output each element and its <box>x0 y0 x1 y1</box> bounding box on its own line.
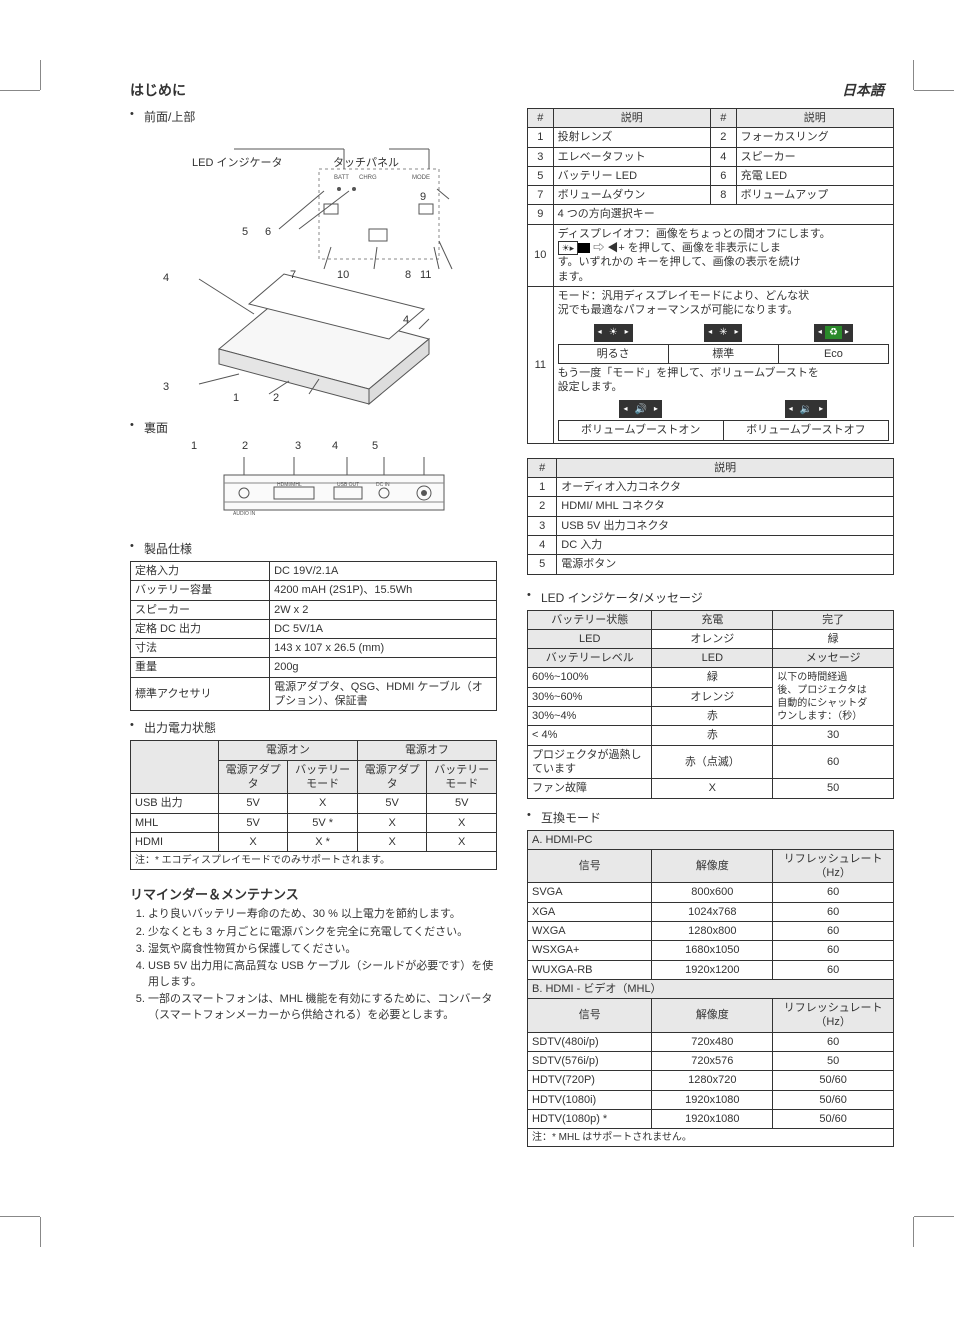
list-item: 少なくとも 3 ヶ月ごとに電源バンクを完全に充電してください。 <box>148 925 497 940</box>
table-row: 定格入力 <box>131 562 270 581</box>
table-row: 定格 DC 出力 <box>131 619 270 638</box>
power-table: 電源オン 電源オフ 電源アダプタ バッテリーモード 電源アダプタ バッテリーモー… <box>130 740 497 870</box>
crop-mark-icon <box>0 1187 60 1247</box>
table-row: 5 <box>528 555 557 574</box>
table-row: 4 <box>528 535 557 554</box>
back-ports-table: # 説明 1オーディオ入力コネクタ2HDMI/ MHL コネクタ3USB 5V … <box>527 458 894 575</box>
spec-table: 定格入力DC 19V/2.1Aバッテリー容量4200 mAH (2S1P)、15… <box>130 561 497 711</box>
parts-table: # 説明 # 説明 1 投射レンズ 2 フォーカスリング3 エレベータフット 4… <box>527 108 894 444</box>
back-callout-2: 2 <box>242 440 248 452</box>
back-diagram: AUDIO IN HDMI/MHL USB OUT DC IN 1 2 3 4 … <box>130 440 497 530</box>
compat-table: A. HDMI-PC 信号 解像度 リフレッシュレート（Hz） SVGA 800… <box>527 830 894 1148</box>
back-heading: •裏面 <box>130 419 497 436</box>
reminder-heading: リマインダー＆メンテナンス <box>130 884 497 903</box>
list-item: より良いバッテリー寿命のため、30 % 以上電力を節約します。 <box>148 907 497 922</box>
list-item: 一部のスマートフォンは、MHL 機能を有効にするために、コンバータ（スマートフォ… <box>148 992 497 1023</box>
front-diagram: BATT CHRG MODE <box>130 129 497 409</box>
svg-text:HDMI/MHL: HDMI/MHL <box>277 482 302 488</box>
callout-4: 4 <box>163 272 169 284</box>
table-row: 1 <box>528 478 557 497</box>
table-row: 5 <box>528 166 554 185</box>
table-row: スピーカー <box>131 600 270 619</box>
table-row: HDTV(720P) <box>528 1071 652 1090</box>
table-row: 寸法 <box>131 639 270 658</box>
back-callout-4: 4 <box>332 440 338 452</box>
svg-text:DC IN: DC IN <box>376 482 390 488</box>
power-heading: •出力電力状態 <box>130 719 497 736</box>
table-row: USB 出力 <box>131 794 219 813</box>
mode-bright-icon: ◂☀▸ <box>594 324 633 342</box>
compat-heading: •互換モード <box>527 809 894 826</box>
diagram-label: LED インジケータ <box>192 154 282 170</box>
table-row: 7 <box>528 186 554 205</box>
volume-boost-off-icon: ◂🔉▸ <box>785 400 827 418</box>
callout-10: 10 <box>337 269 349 281</box>
front-top-heading: •前面/上部 <box>130 108 497 125</box>
blank-icon <box>578 243 590 253</box>
callout-7: 7 <box>290 269 296 281</box>
manual-page: はじめに 日本語 •前面/上部 <box>0 40 954 1267</box>
mode-label: MODE <box>412 175 430 181</box>
table-row: SDTV(576i/p) <box>528 1052 652 1071</box>
table-row: 1 <box>528 128 554 147</box>
table-row: 2 <box>528 497 557 516</box>
table-row: 標準アクセサリ <box>131 677 270 711</box>
language-label: 日本語 <box>522 80 894 104</box>
callout-1: 1 <box>233 392 239 404</box>
left-column: •前面/上部 <box>60 108 497 1147</box>
chrg-label: CHRG <box>359 175 377 181</box>
list-item: 湿気や腐食性物質から保護してください。 <box>148 942 497 957</box>
callout-4b: 4 <box>403 314 409 326</box>
svg-text:USB OUT: USB OUT <box>337 482 359 488</box>
brightness-icon: ☀▸ <box>558 241 579 255</box>
table-row: 3 <box>528 516 557 535</box>
led-msg-heading: •LED インジケータ/メッセージ <box>527 589 894 606</box>
table-row: HDTV(1080i) <box>528 1090 652 1109</box>
back-callout-1: 1 <box>191 440 197 452</box>
table-row: HDMI <box>131 832 219 851</box>
crop-mark-icon <box>0 60 60 120</box>
table-row: 3 <box>528 147 554 166</box>
led-message-table: バッテリー状態 充電 完了 LED オレンジ 緑 バッテリーレベル LED メッ… <box>527 610 894 799</box>
callout-8: 8 <box>405 269 411 281</box>
table-row: バッテリー容量 <box>131 581 270 600</box>
svg-text:AUDIO IN: AUDIO IN <box>233 511 256 517</box>
volume-boost-on-icon: ◂🔊▸ <box>619 400 661 418</box>
spec-heading: •製品仕様 <box>130 540 497 557</box>
callout-3: 3 <box>163 381 169 393</box>
table-row: SDTV(480i/p) <box>528 1032 652 1051</box>
list-item: USB 5V 出力用に高品質な USB ケーブル（シールドが必要です）を使用しま… <box>148 959 497 990</box>
crop-mark-icon <box>894 1187 954 1247</box>
table-row: WXGA <box>528 921 652 940</box>
callout-5: 5 <box>242 226 248 238</box>
table-row: HDTV(1080p) * <box>528 1109 652 1128</box>
section-title: はじめに <box>130 80 492 100</box>
diagram-label: タッチパネル <box>333 154 399 170</box>
right-column: # 説明 # 説明 1 投射レンズ 2 フォーカスリング3 エレベータフット 4… <box>527 108 894 1147</box>
table-row: MHL <box>131 813 219 832</box>
reminder-list: より良いバッテリー寿命のため、30 % 以上電力を節約します。少なくとも 3 ヶ… <box>130 907 497 1023</box>
batt-label: BATT <box>334 175 349 181</box>
table-row: WSXGA+ <box>528 941 652 960</box>
table-row: SVGA <box>528 883 652 902</box>
mode-eco-icon: ◂♻▸ <box>814 324 853 342</box>
callout-11: 11 <box>420 269 431 281</box>
back-callout-3: 3 <box>295 440 301 452</box>
callout-9: 9 <box>420 191 426 203</box>
crop-mark-icon <box>894 60 954 120</box>
callout-6: 6 <box>265 226 271 238</box>
table-row: 重量 <box>131 658 270 677</box>
callout-2: 2 <box>273 392 279 404</box>
mode-standard-icon: ◂✳▸ <box>704 324 742 342</box>
table-row: XGA <box>528 902 652 921</box>
back-callout-5: 5 <box>372 440 378 452</box>
table-row: WUXGA-RB <box>528 960 652 979</box>
